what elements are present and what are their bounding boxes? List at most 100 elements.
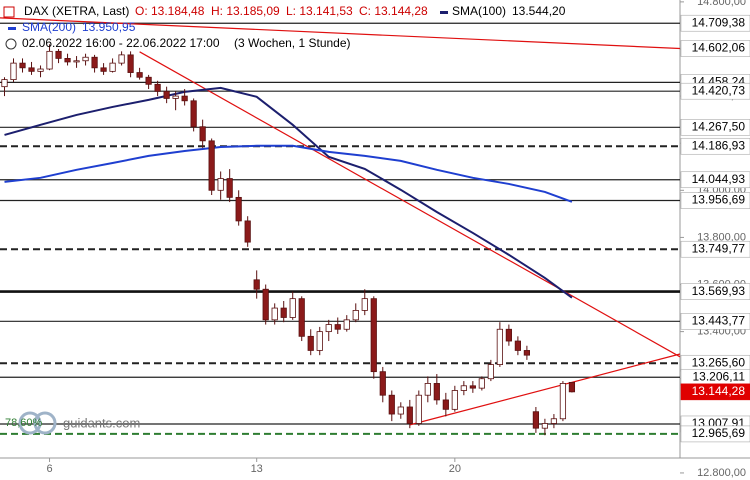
candle-body: [406, 406, 413, 424]
candle-body: [370, 298, 377, 373]
candle-body: [523, 350, 530, 356]
x-tick-label: 13: [251, 463, 263, 475]
candle-body: [10, 62, 17, 81]
legend-swatch: [440, 11, 448, 14]
level-labels: 14.709,3814.602,0614.458,2414.420,7314.2…: [680, 14, 750, 443]
candle-body: [208, 140, 215, 191]
legend-value: 13.544,20: [512, 4, 566, 18]
levels: [0, 22, 680, 435]
candle-body: [298, 298, 305, 337]
level-box: [680, 119, 750, 136]
level-box: [680, 171, 750, 189]
level-label: 13.443,77: [692, 313, 746, 327]
candle-body: [163, 90, 170, 99]
level-label: 13.956,69: [692, 193, 746, 207]
level-box: [680, 82, 750, 100]
candle-body: [289, 298, 296, 318]
sma-line: [4, 144, 573, 203]
candle-body: [451, 390, 458, 410]
candle-body: [82, 56, 89, 62]
level-label: 14.709,38: [692, 15, 746, 29]
candle-body: [397, 406, 404, 415]
candle-body: [37, 68, 44, 72]
candle-body: [541, 423, 549, 429]
candle-body: [100, 67, 107, 72]
legend-swatch: [8, 27, 16, 30]
candle-body: [433, 383, 440, 401]
candle-body: [217, 178, 224, 191]
plot: [0, 17, 681, 436]
level-label: 13.144,28: [692, 384, 746, 398]
candle-body: [91, 56, 98, 69]
candle-body: [514, 340, 521, 351]
clock-icon: [5, 38, 17, 50]
watermark-note: 78,60%: [5, 417, 43, 429]
y-tick-label: 13.800,00: [697, 231, 746, 243]
level-label: 14.602,06: [692, 41, 746, 55]
candle-body: [478, 378, 485, 389]
candle-body: [559, 383, 567, 420]
level-label: 12.965,69: [692, 426, 746, 440]
legend-value: 13.950,95: [82, 20, 136, 34]
candle-body: [469, 385, 476, 389]
candle-body: [46, 50, 53, 70]
candle-body: [172, 95, 179, 99]
candle-body: [352, 310, 359, 321]
candle-body: [154, 83, 161, 92]
candle-body: [325, 324, 332, 333]
candle-body: [28, 67, 35, 72]
trendline: [409, 353, 681, 426]
candle-body: [307, 335, 314, 351]
trendline: [0, 17, 681, 50]
sma-line: [4, 86, 573, 299]
legend-entry: SMA(100): [452, 4, 506, 18]
level-box: [680, 14, 750, 32]
close: C: 13.144,28: [359, 4, 428, 18]
candle-body: [271, 307, 278, 321]
level-label: 14.044,93: [692, 172, 746, 186]
header: DAX (XETRA, Last) O: 13.184,48 H: 13.185…: [3, 4, 566, 50]
candle-body: [379, 371, 386, 396]
level-label: 14.186,93: [692, 138, 746, 152]
candle-body: [226, 178, 233, 198]
candle-body: [1, 79, 8, 88]
x-tick-label: 6: [46, 463, 52, 475]
candle-body: [118, 54, 125, 64]
candle-body: [496, 328, 503, 365]
candle-body: [145, 76, 152, 85]
high: H: 13.185,09: [211, 4, 280, 18]
candle-body: [280, 307, 287, 318]
candle-body: [388, 394, 395, 415]
candle-body: [235, 196, 242, 222]
trendline: [139, 51, 681, 358]
level-label: 14.420,73: [692, 83, 746, 97]
y-tick-label: 14.800,00: [697, 0, 746, 8]
candle-body: [73, 60, 80, 63]
candle-body: [487, 364, 494, 380]
level-label: 13.749,77: [692, 241, 746, 255]
candle-body: [55, 50, 62, 59]
level-box: [680, 137, 750, 155]
candle-body: [334, 324, 341, 330]
period: (3 Wochen, 1 Stunde): [234, 36, 351, 50]
date-range: 02.06.2022 16:00 - 22.06.2022 17:00: [22, 36, 220, 50]
open: O: 13.184,48: [135, 4, 205, 18]
candle-body: [127, 54, 134, 73]
candle-body: [199, 126, 206, 142]
level-box: [680, 192, 750, 209]
level-box: [680, 40, 750, 57]
level-box: [680, 425, 750, 443]
level-label: 13.206,11: [693, 369, 746, 383]
level-box: [680, 283, 750, 300]
candle-body: [109, 62, 116, 72]
candle-body: [460, 385, 467, 391]
level-box: [680, 240, 750, 258]
candle-body: [415, 394, 422, 424]
candle-body: [181, 95, 188, 102]
low: L: 13.141,53: [286, 4, 353, 18]
symbol: DAX (XETRA, Last): [24, 4, 129, 18]
symbol-icon: [3, 6, 15, 18]
x-tick-label: 20: [449, 463, 461, 475]
